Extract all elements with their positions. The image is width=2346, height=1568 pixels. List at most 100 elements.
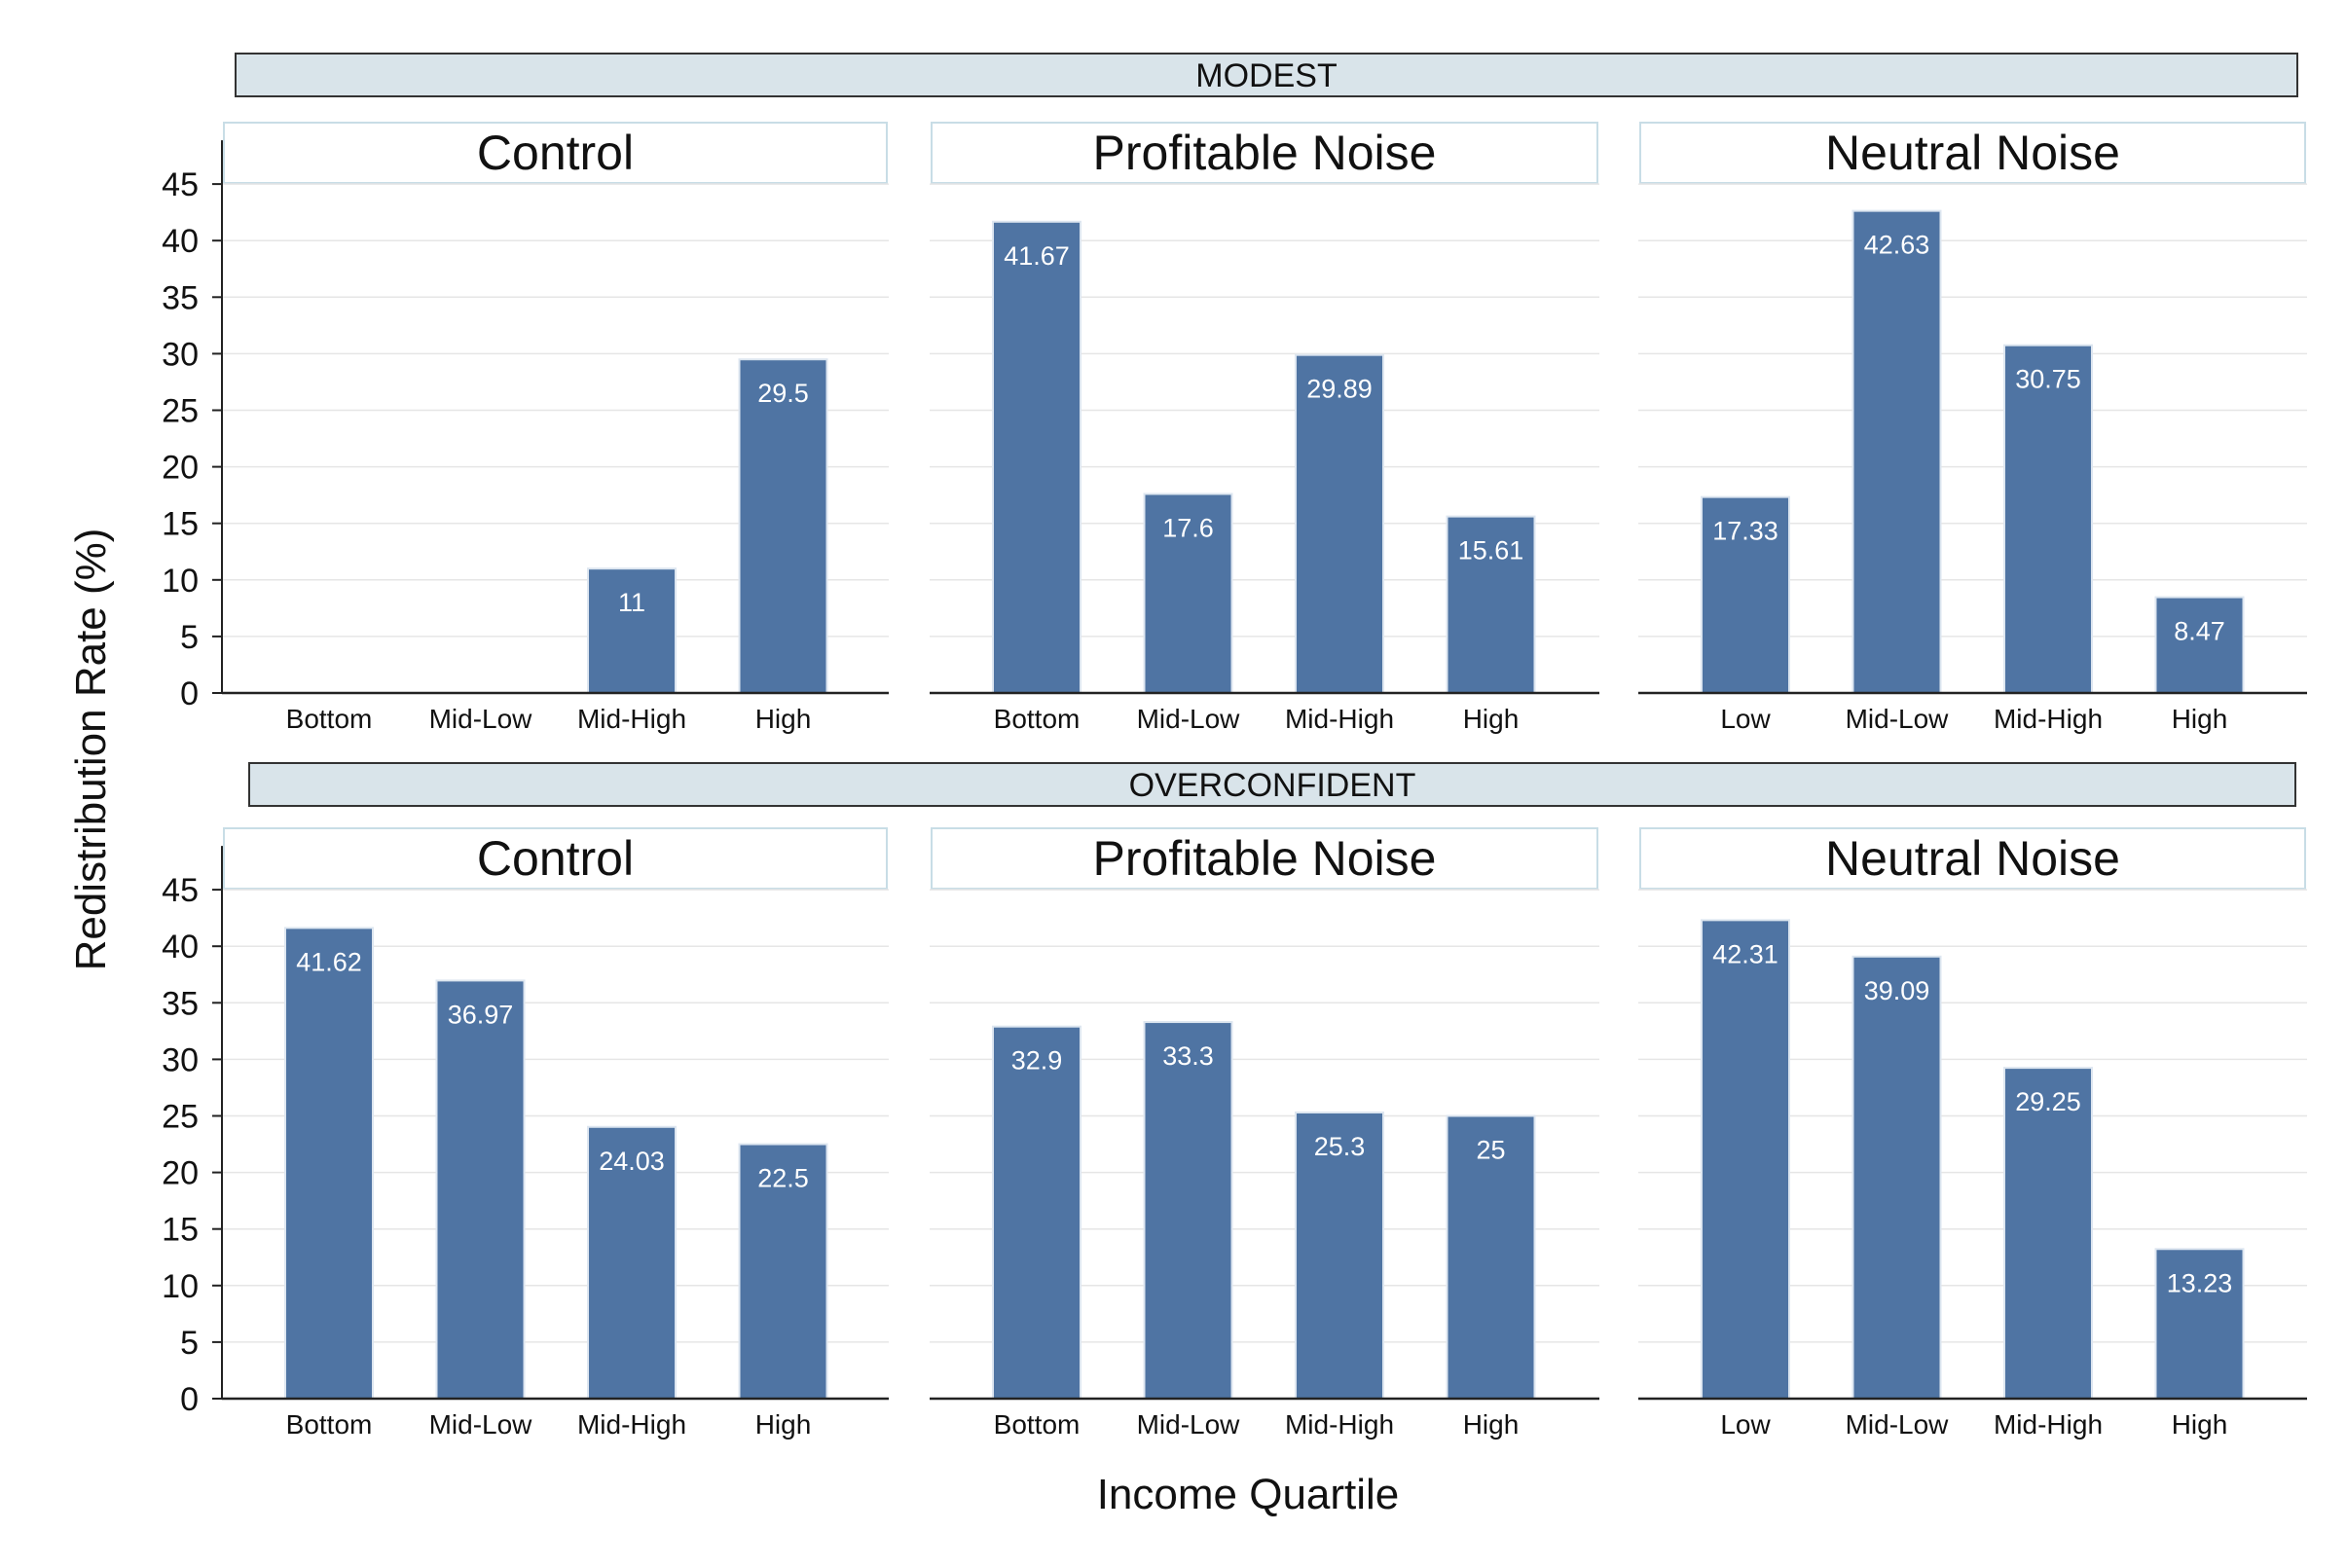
bar-value-label: 42.63 (1864, 231, 1930, 260)
y-tick-label: 40 (162, 929, 199, 966)
panel-title: Profitable Noise (1093, 831, 1437, 886)
bar (1143, 492, 1233, 694)
y-tick-label: 15 (162, 1212, 199, 1249)
bar-value-label: 33.3 (1162, 1041, 1214, 1071)
panel-title: Profitable Noise (1093, 126, 1437, 180)
x-tick-label: High (2172, 704, 2228, 734)
bar-value-label: 42.31 (1712, 939, 1778, 968)
y-tick-label: 45 (162, 872, 199, 909)
bar (1143, 1021, 1233, 1400)
group-header-modest: MODEST (235, 53, 2298, 97)
x-tick-label: Bottom (994, 704, 1081, 734)
bar (738, 358, 828, 694)
x-tick-label: Mid-Low (429, 704, 533, 734)
bar (2154, 1248, 2245, 1401)
bar-value-label: 32.9 (1011, 1046, 1063, 1076)
x-tick-label: Mid-High (577, 704, 686, 734)
y-tick-label: 30 (162, 336, 199, 373)
panel-modest-neutral-noise: Neutral Noise 17.33 Low 42.63 Mid-Low 30.75 Mi… (1638, 122, 2307, 734)
bar (1446, 1114, 1536, 1400)
panel-title-box (931, 827, 1598, 890)
x-tick-label: Mid-High (577, 1409, 686, 1440)
y-axis-label: Redistribution Rate (%) (67, 529, 115, 971)
x-tick-label: Mid-Low (1137, 704, 1241, 734)
bar (992, 1025, 1081, 1401)
bar (2154, 596, 2245, 695)
bar-value-label: 25.3 (1314, 1132, 1366, 1161)
x-tick-label: High (2172, 1409, 2228, 1440)
x-tick-label: Bottom (994, 1409, 1081, 1440)
x-tick-label: Mid-Low (1137, 1409, 1241, 1440)
x-tick-label: Low (1720, 704, 1771, 734)
panel-title-box (931, 122, 1598, 184)
bar (1701, 495, 1790, 694)
x-tick-label: Mid-Low (1846, 1409, 1950, 1440)
panel-title: Control (477, 126, 634, 180)
bar-value-label: 24.03 (599, 1147, 665, 1176)
x-tick-label: Bottom (286, 1409, 373, 1440)
bar (1851, 209, 1942, 694)
bar (435, 979, 526, 1401)
bar (284, 927, 374, 1400)
bar-value-label: 29.5 (757, 379, 809, 408)
y-tick-label: 20 (162, 450, 199, 487)
bar-value-label: 15.61 (1458, 536, 1524, 565)
panel-overconfident-control: Control 0 5 10 15 20 25 30 35 40 45 41.62 Bottom 36.9… (162, 827, 889, 1440)
group-header-label: OVERCONFIDENT (1129, 767, 1416, 804)
bar-value-label: 25 (1476, 1136, 1505, 1165)
bar (1851, 955, 1942, 1400)
panel-title-box (223, 827, 888, 890)
x-tick-label: High (1463, 1409, 1520, 1440)
y-tick-label: 35 (162, 985, 199, 1022)
group-header-box (248, 762, 2296, 807)
bar (1295, 353, 1384, 694)
bar (587, 1125, 677, 1400)
x-tick-label: Mid-High (1285, 1409, 1394, 1440)
x-tick-label: Mid-High (1285, 704, 1394, 734)
bar-value-label: 17.6 (1162, 513, 1214, 542)
bar-value-label: 39.09 (1864, 976, 1930, 1005)
bar-value-label: 17.33 (1712, 517, 1778, 546)
panel-overconfident-profitable-noise: Profitable Noise 32.9 Bottom 33.3 Mid-Low 25.… (930, 827, 1599, 1440)
bar (738, 1143, 828, 1401)
group-header-label: MODEST (1195, 57, 1337, 94)
bar (2003, 1067, 2093, 1400)
panel-title: Neutral Noise (1825, 126, 2120, 180)
y-tick-label: 10 (162, 563, 199, 600)
y-tick-label: 20 (162, 1155, 199, 1192)
bar (992, 220, 1081, 695)
y-tick-label: 40 (162, 223, 199, 260)
bar (1701, 919, 1790, 1400)
x-tick-label: Mid-Low (429, 1409, 533, 1440)
y-tick-label: 0 (180, 1381, 199, 1418)
x-tick-label: Mid-Low (1846, 704, 1950, 734)
bar (587, 567, 677, 694)
y-tick-label: 25 (162, 393, 199, 430)
panel-title-box (1639, 827, 2306, 890)
group-header-overconfident: OVERCONFIDENT (248, 762, 2296, 807)
bar-value-label: 30.75 (2015, 365, 2081, 394)
panel-title: Control (477, 831, 634, 886)
y-tick-label: 25 (162, 1099, 199, 1136)
y-tick-label: 30 (162, 1041, 199, 1078)
panel-title-box (1639, 122, 2306, 184)
bar-value-label: 36.97 (448, 1000, 514, 1029)
x-axis-label: Income Quartile (1097, 1471, 1400, 1518)
x-tick-label: Mid-High (1994, 704, 2103, 734)
x-tick-label: High (755, 704, 812, 734)
bar-value-label: 8.47 (2174, 617, 2225, 646)
y-tick-label: 0 (180, 675, 199, 712)
x-tick-label: Low (1720, 1409, 1771, 1440)
y-tick-label: 35 (162, 279, 199, 316)
y-tick-label: 5 (180, 619, 199, 656)
bar-value-label: 41.62 (296, 947, 362, 976)
x-tick-label: High (755, 1409, 812, 1440)
bar-value-label: 22.5 (757, 1164, 809, 1193)
y-tick-label: 15 (162, 506, 199, 543)
panel-title: Neutral Noise (1825, 831, 2120, 886)
bar-value-label: 29.89 (1306, 375, 1373, 404)
panel-overconfident-neutral-noise: Neutral Noise 42.31 Low 39.09 Mid-Low 29.25 Mi… (1638, 827, 2307, 1440)
panel-modest-control: Control 0 5 10 15 20 25 30 35 40 45 Bottom Mid-Low 11… (162, 122, 889, 734)
